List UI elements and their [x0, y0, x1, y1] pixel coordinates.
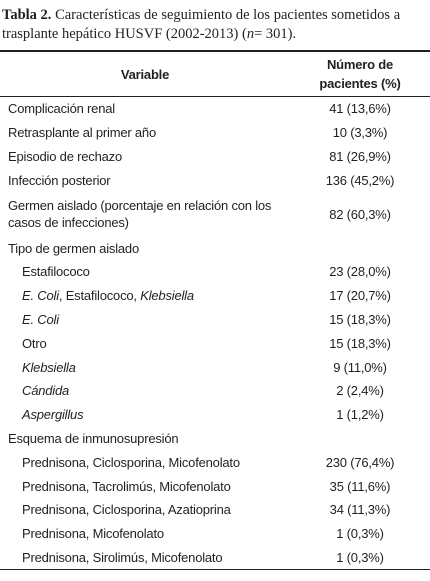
text-segment: Infección posterior [8, 172, 111, 188]
table-caption: Tabla 2. Características de seguimiento … [0, 0, 430, 50]
text-segment: Germen aislado (porcentaje en relación c… [8, 198, 272, 231]
text-segment: E. Coli [22, 288, 59, 304]
text-segment: Prednisona, Ciclosporina, Azatioprina [22, 502, 231, 518]
table-row: Prednisona, Ciclosporina, Micofenolato 23… [0, 450, 430, 474]
text-segment: Tipo de germen aislado [8, 240, 139, 256]
table-row: Complicación renal 41 (13,6%) [0, 97, 430, 121]
text-segment: Retrasplante al primer año [8, 125, 156, 141]
header-row: Variable Número de pacientes (%) [0, 51, 430, 97]
label-cell: Episodio de rechazo [0, 145, 290, 169]
value-cell: 10 (3,3%) [332, 125, 388, 141]
label-cell: Klebsiella [0, 355, 290, 379]
header-cell: Número de pacientes (%) [290, 51, 430, 97]
value-cell: 82 (60,3%) [329, 206, 391, 222]
table-row: Otro 15 (18,3%) [0, 331, 430, 355]
value-cell: 34 (11,3%) [329, 502, 391, 518]
header-cell: Variable [120, 66, 170, 82]
value-cell: 230 (76,4%) [325, 454, 395, 470]
value-cell: 2 (2,4%) [336, 383, 384, 399]
label-cell: Otro [0, 331, 290, 355]
value-cell: 23 (28,0%) [329, 264, 391, 280]
data-table: Variable Número de pacientes (%) Complic… [0, 50, 430, 570]
text-segment: Klebsiella [140, 288, 194, 304]
label-cell: Aspergillus [0, 403, 290, 427]
label-cell: Prednisona, Ciclosporina, Azatioprina [0, 498, 290, 522]
label-cell: Prednisona, Tacrolimús, Micofenolato [0, 474, 290, 498]
text-segment: Prednisona, Tacrolimús, Micofenolato [22, 478, 231, 494]
label-cell: Prednisona, Micofenolato [0, 522, 290, 546]
value-cell: 15 (18,3%) [329, 335, 391, 351]
text-segment: Complicación renal [8, 101, 115, 117]
value-cell: 41 (13,6%) [329, 101, 391, 117]
text-segment: Características de seguimiento de los pa… [2, 7, 401, 42]
text-segment: Otro [22, 335, 47, 351]
label-cell: Prednisona, Sirolimús, Micofenolato [0, 546, 290, 570]
text-segment: Estafilococo [22, 264, 90, 280]
table-row: Prednisona, Micofenolato 1 (0,3%) [0, 522, 430, 546]
value-cell: 81 (26,9%) [329, 148, 391, 164]
text-segment: Klebsiella [22, 359, 76, 375]
value-cell: 1 (0,3%) [336, 526, 384, 542]
label-cell: Retrasplante al primer año [0, 121, 290, 145]
text-segment: = 301). [254, 26, 297, 42]
value-cell: 15 (18,3%) [329, 311, 391, 327]
table-row: E. Coli 15 (18,3%) [0, 308, 430, 332]
table-row: Infección posterior 136 (45,2%) [0, 168, 430, 192]
value-cell [290, 236, 430, 260]
label-cell: Tipo de germen aislado [0, 236, 290, 260]
value-cell: 136 (45,2%) [325, 172, 395, 188]
text-segment: E. Coli [22, 311, 59, 327]
label-cell: Cándida [0, 379, 290, 403]
table-row: Cándida 2 (2,4%) [0, 379, 430, 403]
text-segment: , Estafilococo, [58, 288, 141, 304]
table-row: Klebsiella 9 (11,0%) [0, 355, 430, 379]
label-cell: Prednisona, Ciclosporina, Micofenolato [0, 450, 290, 474]
value-cell [290, 427, 430, 451]
text-segment: Prednisona, Ciclosporina, Micofenolato [22, 454, 240, 470]
value-cell: 1 (0,3%) [336, 549, 384, 565]
text-segment: Esquema de inmunosupresión [8, 430, 179, 446]
table-row: E. Coli, Estafilococo, Klebsiella 17 (20,… [0, 284, 430, 308]
value-cell: 9 (11,0%) [333, 359, 387, 375]
label-cell: Esquema de inmunosupresión [0, 427, 290, 451]
text-segment: Prednisona, Sirolimús, Micofenolato [22, 549, 223, 565]
value-cell: 17 (20,7%) [329, 288, 391, 304]
table-row: Prednisona, Sirolimús, Micofenolato 1 (0,… [0, 546, 430, 570]
text-segment: n [246, 26, 255, 42]
text-segment: Aspergillus [22, 407, 84, 423]
label-cell: E. Coli, Estafilococo, Klebsiella [0, 284, 290, 308]
table-row: Tipo de germen aislado [0, 236, 430, 260]
text-segment: Episodio de rechazo [8, 148, 122, 164]
text-segment: Tabla 2. [2, 7, 52, 23]
table-row: Prednisona, Tacrolimús, Micofenolato 35 (… [0, 474, 430, 498]
table-row: Prednisona, Ciclosporina, Azatioprina 34 … [0, 498, 430, 522]
table-row: Estafilococo 23 (28,0%) [0, 260, 430, 284]
table-row: Esquema de inmunosupresión [0, 427, 430, 451]
label-cell: Germen aislado (porcentaje en relación c… [0, 192, 290, 236]
table-row: Germen aislado (porcentaje en relación c… [0, 192, 430, 236]
label-cell: Complicación renal [0, 97, 290, 121]
label-cell: E. Coli [0, 308, 290, 332]
text-segment: Prednisona, Micofenolato [22, 526, 164, 542]
value-cell: 1 (1,2%) [336, 407, 384, 423]
table-row: Aspergillus 1 (1,2%) [0, 403, 430, 427]
text-segment: Cándida [22, 383, 70, 399]
table-row: Retrasplante al primer año 10 (3,3%) [0, 121, 430, 145]
label-cell: Estafilococo [0, 260, 290, 284]
table-row: Episodio de rechazo 81 (26,9%) [0, 145, 430, 169]
label-cell: Infección posterior [0, 168, 290, 192]
header-text: Número de pacientes (%) [319, 57, 401, 91]
value-cell: 35 (11,6%) [329, 478, 391, 494]
